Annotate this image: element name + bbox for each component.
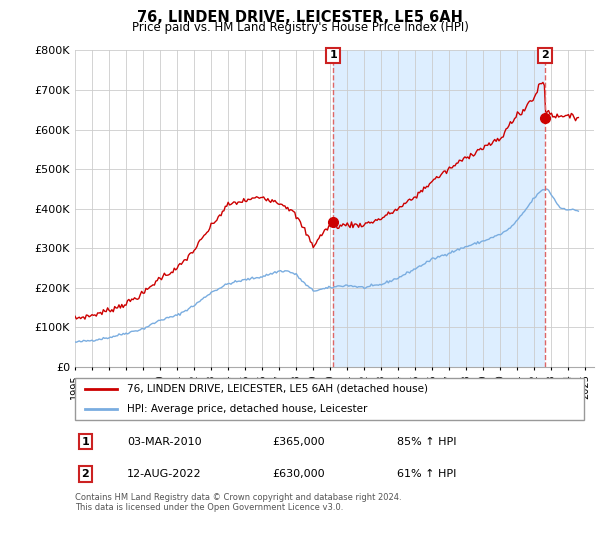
Text: £365,000: £365,000 <box>272 437 325 447</box>
FancyBboxPatch shape <box>75 377 584 421</box>
Text: 76, LINDEN DRIVE, LEICESTER, LE5 6AH: 76, LINDEN DRIVE, LEICESTER, LE5 6AH <box>137 10 463 25</box>
Text: 2: 2 <box>82 469 89 479</box>
Text: 1: 1 <box>329 50 337 60</box>
Text: 61% ↑ HPI: 61% ↑ HPI <box>397 469 456 479</box>
Text: 1: 1 <box>82 437 89 447</box>
Text: HPI: Average price, detached house, Leicester: HPI: Average price, detached house, Leic… <box>127 404 367 414</box>
Text: £630,000: £630,000 <box>272 469 325 479</box>
Text: 2: 2 <box>541 50 549 60</box>
Text: 76, LINDEN DRIVE, LEICESTER, LE5 6AH (detached house): 76, LINDEN DRIVE, LEICESTER, LE5 6AH (de… <box>127 384 428 394</box>
Text: Price paid vs. HM Land Registry's House Price Index (HPI): Price paid vs. HM Land Registry's House … <box>131 21 469 34</box>
Bar <box>333 50 545 367</box>
Text: 12-AUG-2022: 12-AUG-2022 <box>127 469 202 479</box>
Text: 03-MAR-2010: 03-MAR-2010 <box>127 437 202 447</box>
Text: 85% ↑ HPI: 85% ↑ HPI <box>397 437 456 447</box>
Text: Contains HM Land Registry data © Crown copyright and database right 2024.
This d: Contains HM Land Registry data © Crown c… <box>75 493 401 512</box>
